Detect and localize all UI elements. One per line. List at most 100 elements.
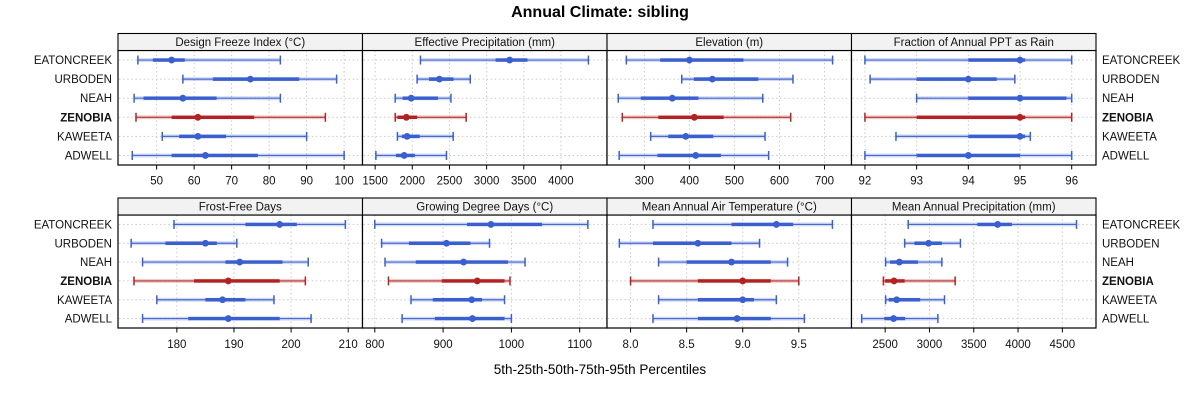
median-dot — [964, 152, 972, 159]
median-dot — [994, 221, 1002, 228]
median-dot — [202, 239, 209, 247]
percentile-row-neah — [394, 93, 452, 103]
tick-label: 70 — [225, 176, 238, 188]
percentile-row-kaweeta — [895, 131, 1032, 141]
percentile-row-adwell — [401, 314, 513, 324]
median-dot — [194, 113, 202, 121]
panel-3: 300 400 500 600 700 Elevation (m) — [606, 32, 853, 188]
station-label-left: KAWEETA — [57, 295, 112, 307]
percentile-row-neah — [617, 93, 764, 103]
station-label-left: EATONCREEK — [34, 219, 113, 231]
median-dot — [179, 94, 187, 102]
tick-label: 3500 — [961, 339, 987, 351]
tick-label: 2500 — [872, 339, 898, 351]
tick-label: 900 — [433, 339, 452, 351]
panel-5: 180 190 200 210 Frost-Free Days — [117, 197, 364, 351]
panel-title: Elevation (m) — [695, 37, 763, 49]
station-label-right: ADWELL — [1102, 150, 1150, 162]
x-axis-caption: 5th-25th-50th-75th-95th Percentiles — [493, 362, 707, 377]
percentile-row-kaweeta — [161, 131, 308, 141]
panel-6: 800 900 1000 1100 Growing Degree Days (°C) — [361, 197, 608, 351]
tick-label: 800 — [365, 339, 384, 351]
station-label-right: EATONCREEK — [1102, 219, 1181, 231]
percentile-row-zenobia — [387, 276, 511, 286]
tick-label: 80 — [263, 176, 276, 188]
percentile-row-eatoncreek — [137, 55, 282, 65]
tick-label: 2000 — [399, 176, 425, 188]
station-label-right: URBODEN — [1102, 74, 1160, 86]
median-dot — [728, 258, 735, 266]
median-dot — [708, 75, 716, 83]
percentile-row-neah — [384, 257, 526, 267]
percentile-row-kaweeta — [156, 295, 275, 305]
median-dot — [739, 296, 747, 304]
station-label-left: NEAH — [80, 257, 112, 269]
panel-4: 92 93 94 95 96 Fraction of Annual PPT as Rain — [850, 32, 1097, 188]
tick-label: 400 — [680, 176, 699, 188]
percentile-row-neah — [884, 257, 943, 267]
panel-header — [850, 197, 1097, 216]
percentile-row-urboden — [380, 238, 491, 248]
tick-label: 1500 — [362, 176, 388, 188]
percentile-row-urboden — [618, 238, 761, 248]
station-label-left: KAWEETA — [57, 131, 112, 143]
panel-bg — [607, 50, 852, 165]
median-dot — [168, 56, 176, 64]
station-label-left: ZENOBIA — [60, 276, 112, 288]
tick-label: 8.0 — [623, 339, 639, 351]
percentile-row-adwell — [618, 150, 770, 160]
percentile-row-adwell — [860, 314, 939, 324]
tick-label: 3500 — [511, 176, 537, 188]
tick-label: 96 — [1065, 176, 1078, 188]
percentile-row-adwell — [652, 314, 806, 324]
median-dot — [460, 258, 467, 266]
percentile-row-adwell — [131, 150, 345, 160]
tick-label: 50 — [150, 176, 163, 188]
percentile-row-neah — [141, 257, 309, 267]
panel-bg — [362, 215, 607, 328]
percentile-row-neah — [133, 93, 282, 103]
panel-title: Mean Annual Precipitation (mm) — [892, 202, 1056, 214]
tick-label: 4000 — [548, 176, 574, 188]
percentile-row-eatoncreek — [907, 219, 1078, 229]
percentile-row-eatoncreek — [864, 55, 1073, 65]
panel-1: 50 60 70 80 90 100 Design Freeze Index (°C) — [117, 32, 364, 188]
median-dot — [690, 113, 698, 121]
tick-label: 1000 — [499, 339, 525, 351]
panel-7: 8.0 8.5 9.0 9.5 Mean Annual Air Temperature … — [606, 197, 853, 351]
median-dot — [1016, 132, 1024, 140]
median-dot — [733, 315, 741, 322]
panel-title: Fraction of Annual PPT as Rain — [894, 37, 1054, 49]
chart-title: Annual Climate: sibling — [511, 4, 689, 21]
tick-label: 100 — [335, 176, 354, 188]
percentile-row-kaweeta — [649, 131, 766, 141]
percentile-row-kaweeta — [410, 295, 506, 305]
median-dot — [402, 113, 410, 121]
percentile-row-zenobia — [133, 276, 307, 286]
tick-label: 9.0 — [735, 339, 751, 351]
tick-label: 93 — [910, 176, 923, 188]
median-dot — [473, 277, 481, 285]
percentile-row-adwell — [141, 314, 312, 324]
percentile-row-urboden — [182, 74, 338, 84]
percentile-row-eatoncreek — [173, 219, 347, 229]
tick-label: 95 — [1014, 176, 1027, 188]
median-dot — [219, 296, 226, 304]
tick-label: 600 — [770, 176, 789, 188]
tick-label: 190 — [224, 339, 243, 351]
panel-bg — [851, 50, 1096, 165]
median-dot — [1016, 56, 1024, 64]
percentile-row-eatoncreek — [652, 219, 834, 229]
median-dot — [692, 152, 700, 159]
station-label-right: NEAH — [1102, 257, 1134, 269]
tick-label: 4500 — [1050, 339, 1076, 351]
median-dot — [895, 258, 903, 266]
median-dot — [246, 75, 254, 83]
percentile-row-eatoncreek — [419, 55, 590, 65]
station-label-left: ADWELL — [65, 314, 113, 326]
station-labels: EATONCREEK EATONCREEK URBODEN URBODEN NEAH NE… — [34, 55, 1181, 162]
panel-header — [850, 32, 1097, 52]
percentile-row-urboden — [416, 74, 472, 84]
median-dot — [443, 239, 450, 247]
